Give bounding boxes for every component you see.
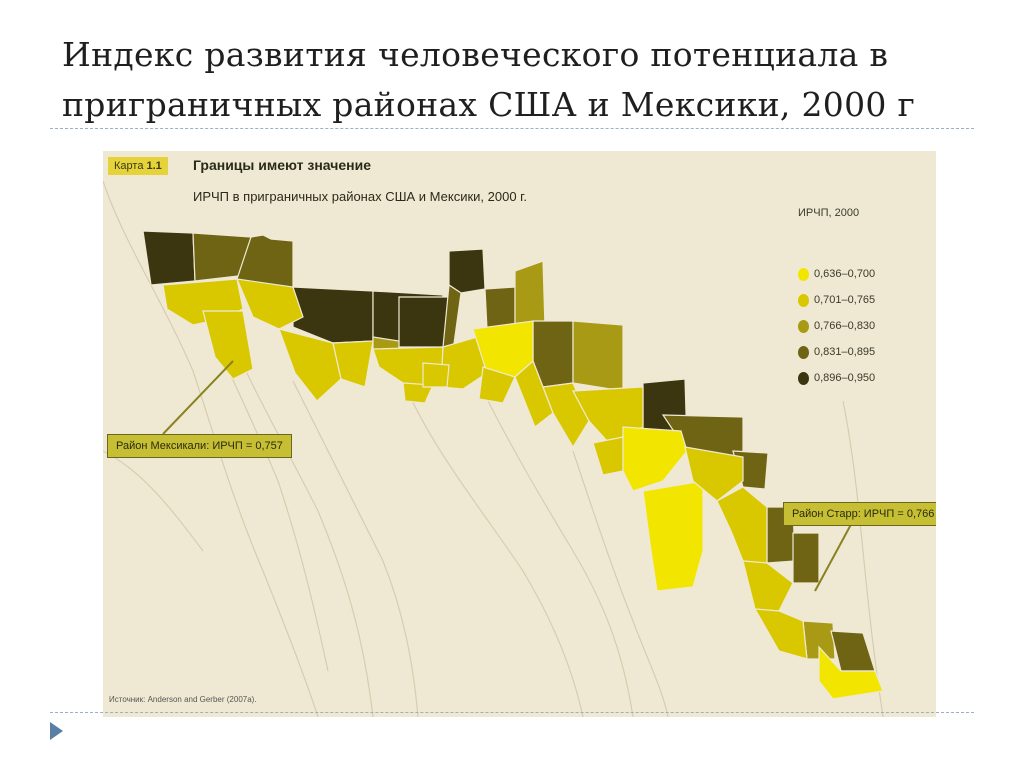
map-heading: Границы имеют значение [193,157,371,173]
legend-label: 0,766–0,830 [814,320,876,332]
slide-title: Индекс развития человеческого потенциала… [62,30,982,130]
legend-swatch [798,293,809,307]
map-subheading: ИРЧП в приграничных районах США и Мексик… [193,189,527,204]
bottom-divider [50,712,974,713]
legend-swatch [798,345,809,359]
legend-swatch [798,371,809,385]
legend-label: 0,896–0,950 [814,372,876,384]
top-divider [50,128,974,129]
legend-item: 0,701–0,765 [798,287,875,313]
legend-item: 0,896–0,950 [798,365,875,391]
callout-leaders [162,360,856,592]
legend-label: 0,636–0,700 [814,268,876,280]
legend-title: ИРЧП, 2000 [798,207,860,219]
slide-title-line2: приграничных районах США и Мексики, 2000… [62,85,916,124]
legend-swatch [798,319,809,333]
mexico-border-regions [162,278,884,700]
map-tag-prefix: Карта [114,160,144,172]
starr-callout: Район Старр: ИРЧП = 0,766 [783,502,936,526]
legend-label: 0,701–0,765 [814,294,876,306]
legend-swatch [798,267,809,281]
legend-label: 0,831–0,895 [814,346,876,358]
map-number-tag: Карта 1.1 [108,157,168,175]
legend-item: 0,766–0,830 [798,313,875,339]
bullet-triangle-icon [50,722,63,740]
map-panel: Карта 1.1 Границы имеют значение ИРЧП в … [103,151,936,717]
legend-item: 0,636–0,700 [798,261,875,287]
map-tag-number: 1.1 [146,160,162,172]
slide-title-line1: Индекс развития человеческого потенциала… [62,35,889,74]
us-border-regions [142,230,876,672]
mexicali-callout: Район Мексикали: ИРЧП = 0,757 [107,434,292,458]
map-source: Источник: Anderson and Gerber (2007a). [109,695,257,704]
border-map [103,180,884,717]
legend-item: 0,831–0,895 [798,339,875,365]
hdi-legend: ИРЧП, 2000 0,636–0,700 0,701–0,765 0,766… [798,207,875,391]
